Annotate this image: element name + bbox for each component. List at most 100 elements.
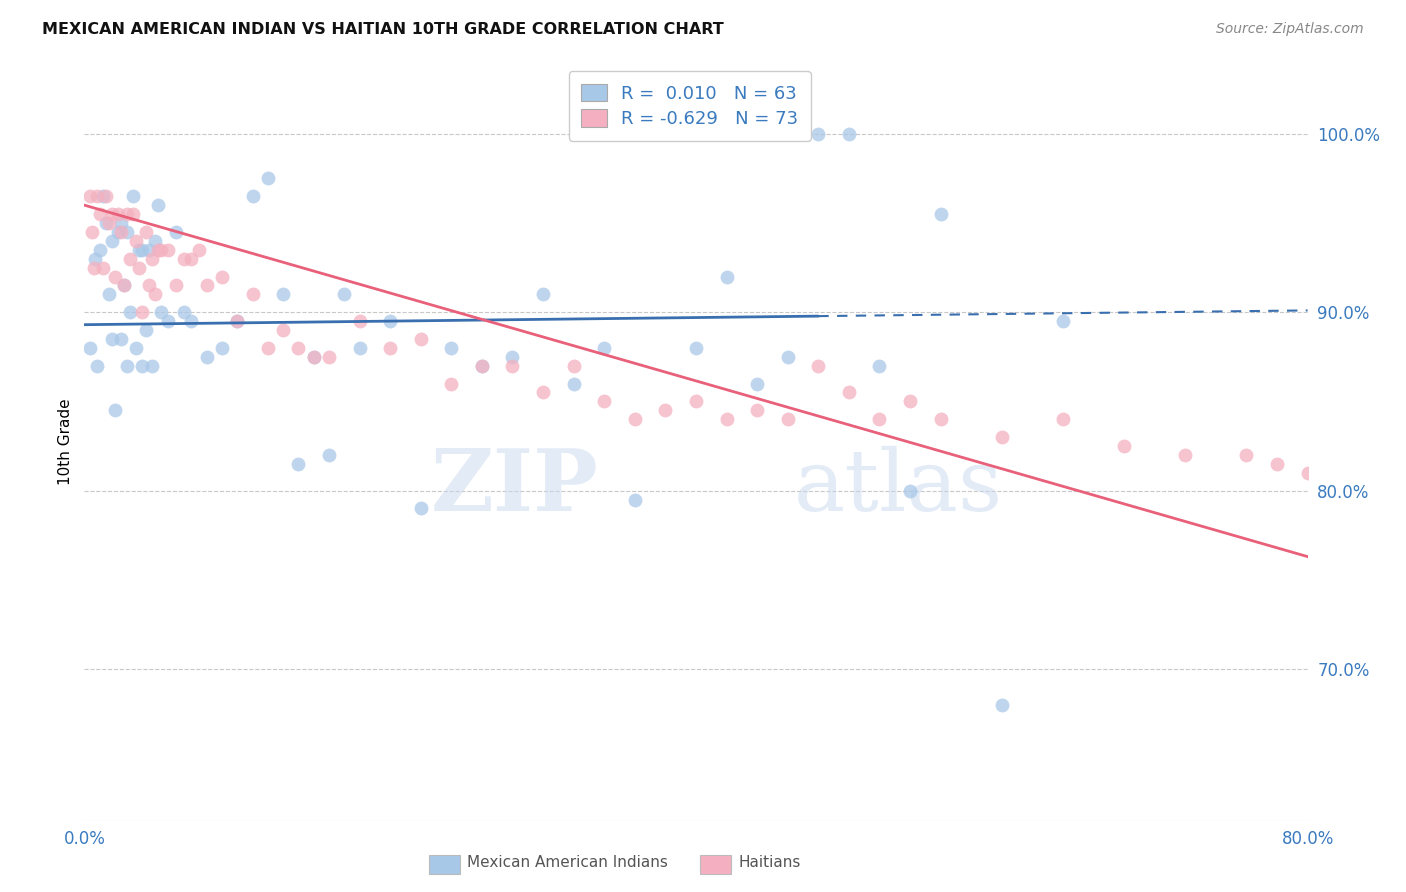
- Y-axis label: 10th Grade: 10th Grade: [58, 398, 73, 485]
- Point: [991, 430, 1014, 444]
- Point: [122, 189, 145, 203]
- Point: [110, 225, 132, 239]
- Point: [471, 359, 494, 373]
- Point: [125, 234, 148, 248]
- Point: [318, 448, 340, 462]
- Point: [173, 305, 195, 319]
- Point: [131, 305, 153, 319]
- Point: [1358, 501, 1381, 516]
- Point: [838, 385, 860, 400]
- Point: [562, 376, 585, 391]
- Text: ZIP: ZIP: [430, 445, 598, 529]
- Point: [173, 252, 195, 266]
- Point: [141, 252, 163, 266]
- Point: [287, 457, 309, 471]
- Point: [226, 314, 249, 328]
- Point: [807, 359, 830, 373]
- Legend: R =  0.010   N = 63, R = -0.629   N = 73: R = 0.010 N = 63, R = -0.629 N = 73: [569, 71, 811, 141]
- Point: [112, 278, 135, 293]
- Point: [146, 243, 169, 257]
- Point: [97, 287, 120, 301]
- Point: [80, 225, 103, 239]
- Text: atlas: atlas: [794, 445, 1002, 529]
- Point: [271, 323, 294, 337]
- Point: [120, 252, 142, 266]
- Text: Source: ZipAtlas.com: Source: ZipAtlas.com: [1216, 22, 1364, 37]
- Point: [869, 359, 891, 373]
- Point: [180, 252, 202, 266]
- Point: [302, 350, 325, 364]
- Point: [83, 260, 105, 275]
- Point: [120, 305, 142, 319]
- Point: [165, 225, 187, 239]
- Point: [1327, 483, 1350, 498]
- Point: [195, 278, 218, 293]
- Point: [349, 314, 371, 328]
- Point: [101, 234, 124, 248]
- Point: [211, 269, 233, 284]
- Point: [440, 341, 463, 355]
- Point: [226, 314, 249, 328]
- Point: [593, 394, 616, 409]
- Point: [195, 350, 218, 364]
- Point: [79, 341, 101, 355]
- Point: [929, 412, 952, 426]
- Point: [898, 483, 921, 498]
- Point: [380, 314, 402, 328]
- Point: [101, 207, 124, 221]
- Point: [122, 207, 145, 221]
- Point: [138, 278, 160, 293]
- Point: [125, 341, 148, 355]
- Point: [91, 189, 114, 203]
- Point: [333, 287, 356, 301]
- Point: [79, 189, 101, 203]
- Point: [1052, 412, 1074, 426]
- Point: [898, 394, 921, 409]
- Point: [242, 287, 264, 301]
- Point: [97, 216, 120, 230]
- Point: [149, 243, 172, 257]
- Point: [107, 225, 129, 239]
- Point: [128, 243, 150, 257]
- Point: [257, 171, 280, 186]
- Point: [1114, 439, 1136, 453]
- Point: [624, 412, 647, 426]
- Point: [716, 412, 738, 426]
- Point: [287, 341, 309, 355]
- Point: [1052, 314, 1074, 328]
- Point: [1174, 448, 1197, 462]
- Point: [716, 269, 738, 284]
- Point: [107, 207, 129, 221]
- Point: [89, 207, 111, 221]
- Point: [143, 287, 166, 301]
- Text: Haitians: Haitians: [738, 855, 800, 870]
- Point: [776, 350, 799, 364]
- Point: [271, 287, 294, 301]
- Point: [685, 394, 707, 409]
- Point: [146, 198, 169, 212]
- Point: [747, 376, 769, 391]
- Point: [86, 189, 108, 203]
- Point: [1296, 466, 1319, 480]
- Point: [531, 287, 554, 301]
- Point: [115, 359, 138, 373]
- Point: [94, 216, 117, 230]
- Point: [531, 385, 554, 400]
- Point: [135, 323, 157, 337]
- Point: [94, 189, 117, 203]
- Point: [807, 127, 830, 141]
- Point: [131, 359, 153, 373]
- Point: [380, 341, 402, 355]
- Point: [349, 341, 371, 355]
- Point: [110, 216, 132, 230]
- Point: [211, 341, 233, 355]
- Point: [165, 278, 187, 293]
- Point: [135, 225, 157, 239]
- Point: [991, 698, 1014, 712]
- Point: [141, 359, 163, 373]
- Point: [869, 412, 891, 426]
- Point: [929, 207, 952, 221]
- Point: [776, 412, 799, 426]
- Text: MEXICAN AMERICAN INDIAN VS HAITIAN 10TH GRADE CORRELATION CHART: MEXICAN AMERICAN INDIAN VS HAITIAN 10TH …: [42, 22, 724, 37]
- Point: [143, 234, 166, 248]
